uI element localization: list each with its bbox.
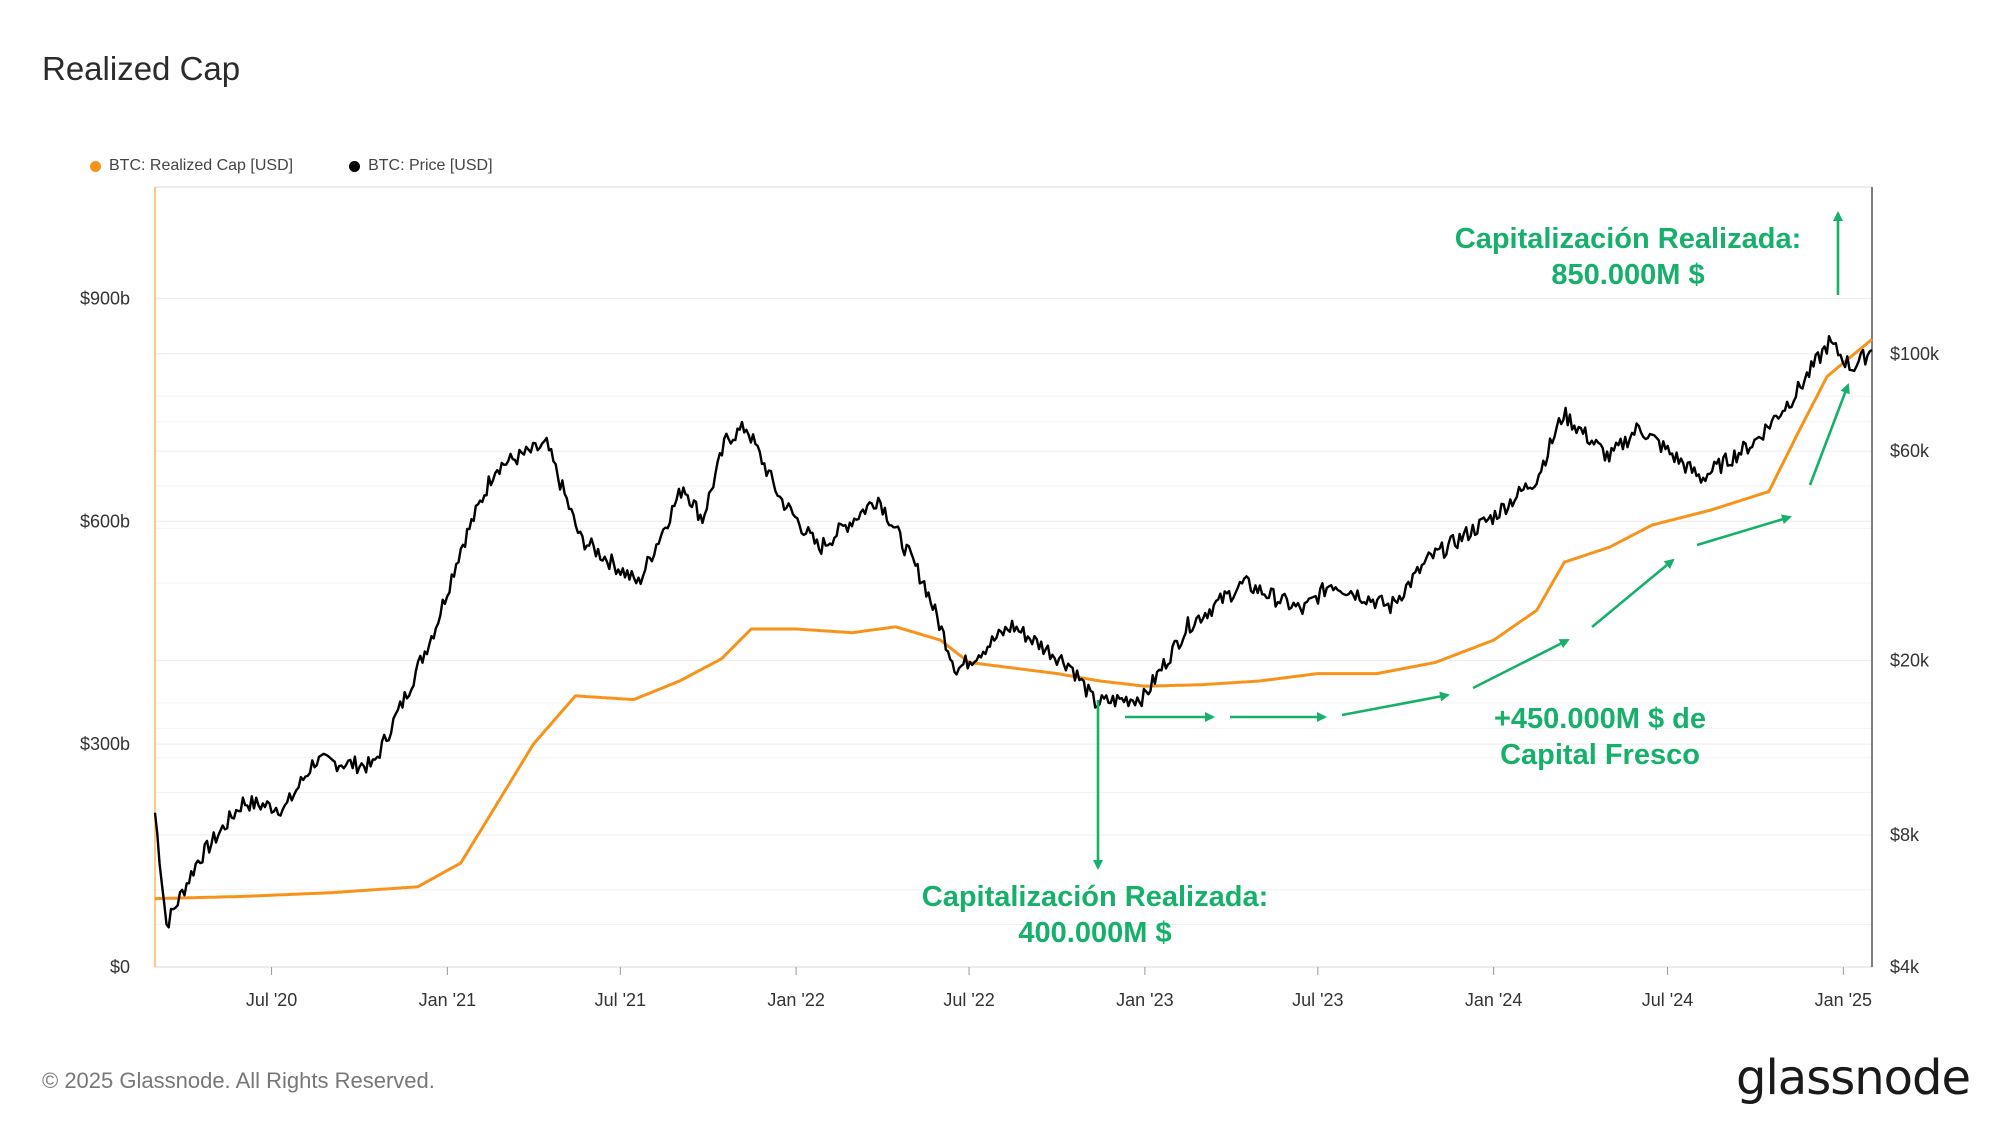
- y-right-tick-label: $60k: [1890, 441, 1930, 461]
- legend-dot-realized-cap: [90, 160, 101, 172]
- annotation-text: +450.000M $ de: [1494, 703, 1706, 735]
- x-tick-label: Jan '25: [1815, 990, 1872, 1010]
- legend-dot-price: [349, 160, 361, 172]
- x-tick-label: Jul '20: [246, 990, 297, 1010]
- arrow-growth-4: [1591, 558, 1675, 629]
- y-right-tick-label: $8k: [1890, 825, 1920, 845]
- arrow-growth-2: [1341, 691, 1450, 717]
- series-layer: [153, 335, 1873, 929]
- plot-frame: [154, 186, 1873, 968]
- y-right-tick-label: $20k: [1890, 650, 1930, 670]
- chart-title: Realized Cap: [42, 50, 241, 87]
- legend-item-realized-cap[interactable]: BTC: Realized Cap [USD]: [90, 157, 293, 175]
- y-left-tick-label: $0: [110, 957, 130, 977]
- x-tick-label: Jul '22: [943, 990, 994, 1010]
- legend-label-realized-cap: BTC: Realized Cap [USD]: [109, 157, 294, 174]
- annotation-text: Capitalización Realizada:: [1455, 223, 1802, 255]
- annotation-text: Capital Fresco: [1500, 739, 1700, 771]
- annotation-arrows: [1093, 211, 1850, 870]
- x-tick-label: Jan '24: [1465, 990, 1522, 1010]
- grid: [155, 297, 1872, 968]
- arrow-growth-5: [1696, 514, 1792, 547]
- left-y-axis: $0 $300b $600b $900b: [80, 288, 130, 977]
- x-tick-label: Jul '23: [1292, 990, 1343, 1010]
- x-tick-label: Jul '24: [1642, 990, 1693, 1010]
- annotation-text: 400.000M $: [1018, 917, 1171, 949]
- y-right-tick-label: $100k: [1890, 344, 1940, 364]
- x-axis: Jul '20 Jan '21 Jul '21 Jan '22 Jul '22 Jan '…: [246, 967, 1872, 1010]
- legend-label-price: BTC: Price [USD]: [368, 157, 493, 174]
- x-tick-label: Jul '21: [595, 990, 646, 1010]
- arrow-growth-3: [1472, 638, 1570, 690]
- glassnode-logo: glassnode: [1735, 1050, 1971, 1106]
- x-tick-label: Jan '22: [767, 990, 824, 1010]
- y-left-tick-label: $600b: [80, 511, 130, 531]
- y-left-tick-label: $900b: [80, 288, 130, 308]
- x-tick-label: Jan '23: [1116, 990, 1173, 1010]
- arrow-growth-6: [1808, 383, 1850, 486]
- annotations: Capitalización Realizada: 850.000M $ Capit…: [922, 223, 1802, 949]
- legend-item-price[interactable]: BTC: Price [USD]: [349, 157, 493, 175]
- realized-cap-line: [154, 338, 1873, 901]
- x-tick-label: Jan '21: [419, 990, 476, 1010]
- annotation-text: Capitalización Realizada:: [922, 881, 1269, 913]
- copyright-text: © 2025 Glassnode. All Rights Reserved.: [42, 1068, 435, 1093]
- y-left-tick-label: $300b: [80, 734, 130, 754]
- legend: BTC: Realized Cap [USD] BTC: Price [USD]: [90, 157, 493, 175]
- right-y-axis: $4k $8k $20k $60k $100k: [1890, 344, 1940, 977]
- price-line: [153, 335, 1873, 929]
- y-right-tick-label: $4k: [1890, 957, 1920, 977]
- annotation-text: 850.000M $: [1551, 259, 1704, 291]
